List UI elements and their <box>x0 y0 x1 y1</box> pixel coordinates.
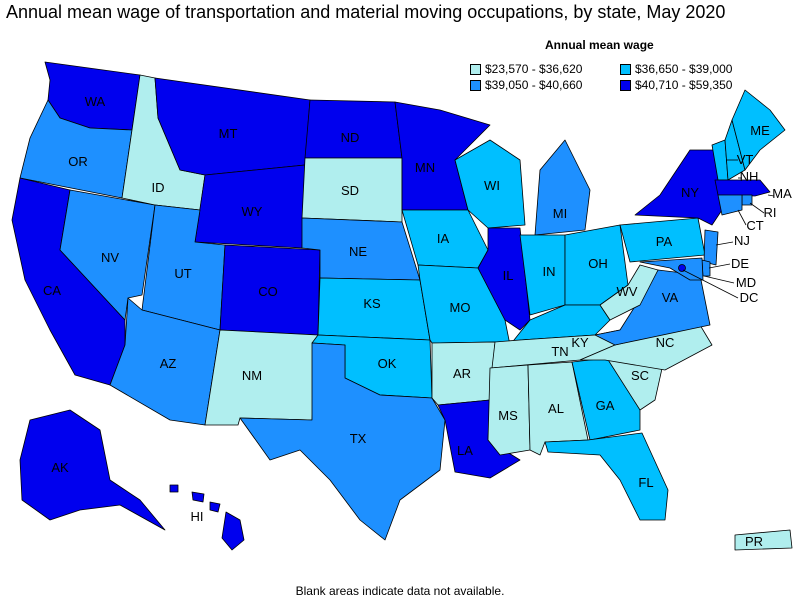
state-DC[interactable] <box>678 264 686 272</box>
map-title: Annual mean wage of transportation and m… <box>6 2 726 22</box>
state-HI[interactable] <box>169 484 245 551</box>
label-DC: DC <box>740 290 759 305</box>
label-NH: NH <box>740 169 759 184</box>
label-NV: NV <box>101 250 119 265</box>
state-PR[interactable] <box>734 529 793 551</box>
state-NJ[interactable] <box>703 229 719 266</box>
label-AK: AK <box>51 460 69 475</box>
legend-item-b4: $40,710 - $59,350 <box>620 78 780 92</box>
state-DE[interactable] <box>701 259 711 277</box>
label-PR: PR <box>745 534 763 549</box>
state-WV[interactable] <box>599 264 659 321</box>
label-DE: DE <box>731 256 749 271</box>
label-MT: MT <box>219 126 238 141</box>
legend-item-b1: $23,570 - $36,620 <box>470 62 620 76</box>
legend-item-b3: $39,050 - $40,660 <box>470 78 620 92</box>
label-SD: SD <box>341 183 359 198</box>
label-MN: MN <box>415 160 435 175</box>
legend-item-b2: $36,650 - $39,000 <box>620 62 780 76</box>
label-IA: IA <box>437 231 450 246</box>
label-SC: SC <box>631 368 649 383</box>
label-MO: MO <box>450 300 471 315</box>
state-TX[interactable] <box>239 342 446 541</box>
label-CO: CO <box>258 284 278 299</box>
label-TX: TX <box>350 431 367 446</box>
label-CT: CT <box>746 218 763 233</box>
legend: Annual mean wage $23,570 - $36,620 $36,6… <box>470 38 790 92</box>
label-CA: CA <box>43 283 61 298</box>
legend-swatch-b3 <box>470 79 481 91</box>
legend-items: $23,570 - $36,620 $36,650 - $39,000 $39,… <box>470 62 790 92</box>
legend-swatch-b1 <box>470 63 481 75</box>
legend-label-b2: $36,650 - $39,000 <box>635 62 733 76</box>
footnote: Blank areas indicate data not available. <box>295 584 505 598</box>
label-IL: IL <box>503 268 514 283</box>
leader-lines <box>682 159 775 299</box>
label-HI: HI <box>191 509 204 524</box>
label-TN: TN <box>551 344 568 359</box>
label-WA: WA <box>85 94 106 109</box>
state-CT[interactable] <box>717 194 743 216</box>
state-ND[interactable] <box>304 99 403 159</box>
label-MS: MS <box>498 408 518 423</box>
legend-label-b1: $23,570 - $36,620 <box>485 62 583 76</box>
label-WV: WV <box>617 284 638 299</box>
label-NC: NC <box>656 335 675 350</box>
label-OR: OR <box>68 154 88 169</box>
label-OH: OH <box>588 256 608 271</box>
state-NY[interactable] <box>634 149 723 226</box>
legend-label-b4: $40,710 - $59,350 <box>635 78 733 92</box>
label-RI: RI <box>764 205 777 220</box>
label-ND: ND <box>341 130 360 145</box>
label-WI: WI <box>484 178 500 193</box>
label-MI: MI <box>553 206 567 221</box>
state-FL[interactable] <box>544 432 669 521</box>
label-UT: UT <box>174 266 191 281</box>
label-OK: OK <box>378 356 397 371</box>
label-LA: LA <box>457 443 473 458</box>
label-ME: ME <box>750 123 770 138</box>
label-ID: ID <box>152 180 165 195</box>
label-KS: KS <box>363 296 381 311</box>
label-PA: PA <box>656 234 673 249</box>
label-NM: NM <box>242 368 262 383</box>
state-WI[interactable] <box>454 139 526 229</box>
label-AL: AL <box>548 401 564 416</box>
label-AZ: AZ <box>160 356 177 371</box>
legend-swatch-b4 <box>620 79 631 91</box>
state-ME[interactable] <box>731 89 786 171</box>
legend-swatch-b2 <box>620 63 631 75</box>
state-MI[interactable] <box>534 139 591 236</box>
state-MD[interactable] <box>639 257 704 281</box>
state-MA[interactable] <box>714 179 771 197</box>
label-KY: KY <box>571 335 589 350</box>
label-GA: GA <box>596 398 615 413</box>
label-IN: IN <box>543 264 556 279</box>
label-NJ: NJ <box>734 233 750 248</box>
state-MS[interactable] <box>487 364 531 456</box>
label-AR: AR <box>453 366 471 381</box>
legend-title: Annual mean wage <box>545 38 654 52</box>
label-MA: MA <box>772 186 792 201</box>
label-NY: NY <box>681 185 699 200</box>
label-WY: WY <box>242 204 263 219</box>
label-NE: NE <box>349 244 367 259</box>
legend-label-b3: $39,050 - $40,660 <box>485 78 583 92</box>
label-VT: VT <box>737 152 754 167</box>
state-labels: WA OR CA NV ID MT WY UT AZ CO NM ND SD N… <box>43 94 792 549</box>
label-MD: MD <box>736 275 756 290</box>
state-AK[interactable] <box>19 409 166 531</box>
label-FL: FL <box>638 475 653 490</box>
label-VA: VA <box>662 290 679 305</box>
